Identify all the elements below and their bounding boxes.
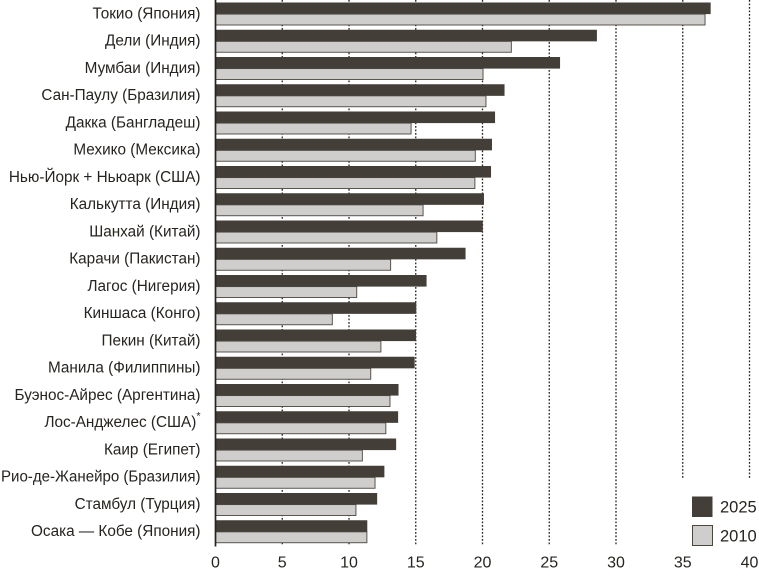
- svg-text:Токио (Япония): Токио (Япония): [93, 5, 201, 22]
- svg-text:Осака — Кобе (Япония): Осака — Кобе (Япония): [31, 523, 200, 540]
- svg-text:Киншаса (Конго): Киншаса (Конго): [84, 305, 201, 322]
- svg-text:15: 15: [407, 555, 425, 571]
- svg-text:20: 20: [474, 555, 492, 571]
- svg-text:10: 10: [340, 555, 358, 571]
- svg-text:Мумбаи (Индия): Мумбаи (Индия): [85, 60, 201, 77]
- svg-text:Буэнос-Айрес (Аргентина): Буэнос-Айрес (Аргентина): [15, 387, 201, 404]
- svg-text:Мехико (Мексика): Мехико (Мексика): [73, 142, 200, 159]
- svg-text:Пекин (Китай): Пекин (Китай): [102, 332, 201, 349]
- svg-text:2010: 2010: [720, 528, 757, 546]
- svg-text:Сан-Паулу (Бразилия): Сан-Паулу (Бразилия): [41, 87, 200, 104]
- svg-text:40: 40: [741, 555, 759, 571]
- svg-text:5: 5: [278, 555, 287, 571]
- svg-text:Карачи (Пакистан): Карачи (Пакистан): [69, 251, 200, 268]
- svg-text:Шанхай (Китай): Шанхай (Китай): [89, 223, 200, 240]
- svg-text:35: 35: [674, 555, 692, 571]
- svg-text:0: 0: [211, 555, 220, 571]
- svg-text:Стамбул (Турция): Стамбул (Турция): [75, 496, 201, 513]
- svg-text:Лагос (Нигерия): Лагос (Нигерия): [87, 278, 200, 295]
- svg-text:Рио-де-Жанейро (Бразилия): Рио-де-Жанейро (Бразилия): [1, 469, 201, 486]
- svg-text:Лос-Анджелес (США)*: Лос-Анджелес (США)*: [44, 411, 200, 432]
- svg-text:Манила (Филиппины): Манила (Филиппины): [48, 360, 200, 377]
- svg-text:2025: 2025: [720, 499, 757, 517]
- svg-text:Калькутта (Индия): Калькутта (Индия): [70, 196, 201, 213]
- svg-text:Каир (Египет): Каир (Египет): [104, 441, 201, 458]
- svg-text:Нью-Йорк + Ньюарк (США): Нью-Йорк + Ньюарк (США): [9, 168, 201, 186]
- svg-text:25: 25: [540, 555, 558, 571]
- svg-text:30: 30: [607, 555, 625, 571]
- svg-text:Дели (Индия): Дели (Индия): [105, 33, 200, 50]
- svg-text:Дакка (Бангладеш): Дакка (Бангладеш): [66, 114, 201, 131]
